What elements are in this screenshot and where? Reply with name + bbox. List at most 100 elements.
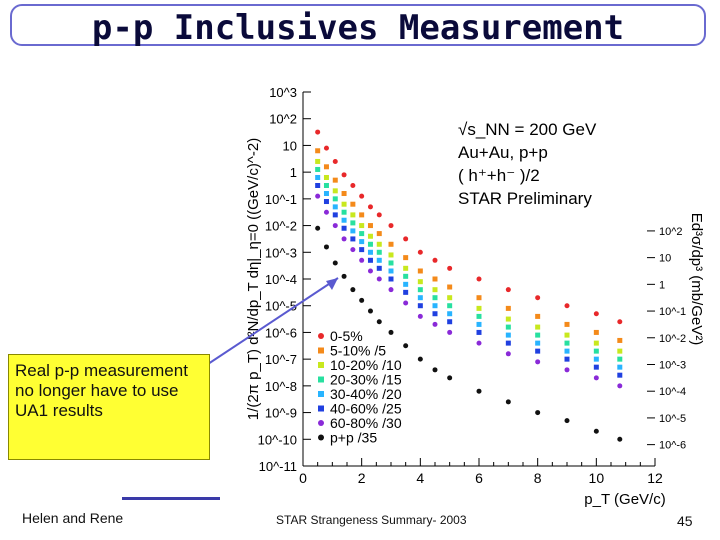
y-tick-label: 10^-11	[259, 459, 297, 474]
legend-marker	[318, 333, 324, 339]
legend-marker	[318, 362, 324, 368]
data-point	[505, 340, 511, 346]
data-point	[593, 311, 599, 317]
legend-marker	[318, 347, 324, 354]
data-point	[367, 257, 373, 263]
y-tick-label: 10^-9	[265, 406, 297, 421]
callout-box: Real p-p measurement no longer have to u…	[8, 354, 210, 460]
data-point	[350, 183, 356, 188]
data-point	[315, 158, 321, 164]
data-point	[376, 231, 382, 237]
y-tick-label: 10^3	[269, 85, 297, 100]
data-point	[476, 313, 482, 319]
data-point	[476, 388, 482, 394]
data-point	[359, 223, 365, 229]
data-point	[388, 276, 394, 282]
data-point	[359, 193, 365, 199]
legend-marker	[318, 376, 324, 383]
right-tick-label: 1	[659, 279, 665, 291]
legend-label: 60-80% /30	[330, 415, 402, 431]
data-point	[447, 319, 453, 325]
data-point	[505, 316, 511, 322]
data-point	[332, 188, 338, 194]
data-point	[350, 287, 356, 293]
data-point	[367, 249, 373, 255]
data-point	[323, 145, 329, 151]
legend-label: 30-40% /20	[330, 386, 402, 402]
data-point	[593, 348, 599, 354]
data-point	[367, 204, 373, 210]
data-point	[417, 295, 423, 301]
data-point	[593, 356, 599, 362]
data-point	[332, 260, 338, 266]
data-point	[332, 212, 338, 218]
y-axis-label: 1/(2π p_T) d²N/dp_T dη|_η=0 ((GeV/c)^-2)	[245, 138, 262, 420]
data-point	[617, 348, 623, 354]
data-point	[376, 257, 382, 263]
right-tick-label: 10^-3	[659, 359, 686, 371]
data-point	[388, 241, 394, 247]
x-tick-label: 4	[416, 470, 424, 486]
data-point	[417, 249, 423, 255]
x-tick-label: 0	[299, 470, 307, 486]
data-point	[403, 289, 409, 295]
data-point	[359, 257, 365, 263]
callout-arrowhead	[326, 278, 338, 290]
legend-marker	[318, 420, 324, 426]
annotation-line: ( h⁺+h⁻ )/2	[458, 166, 540, 185]
y-tick-label: 10^-10	[258, 432, 297, 447]
y-tick-label: 10^-3	[265, 245, 297, 260]
data-point	[447, 303, 453, 309]
author-text: Helen and Rene	[22, 510, 124, 526]
page-number: 45	[677, 513, 693, 529]
right-tick-label: 10^-1	[659, 306, 686, 318]
data-point	[323, 209, 329, 215]
data-point	[403, 343, 409, 349]
data-point	[417, 287, 423, 293]
data-point	[323, 244, 329, 250]
legend-marker	[318, 391, 324, 397]
data-point	[388, 260, 394, 266]
x-tick-label: 12	[647, 470, 663, 486]
data-point	[341, 217, 347, 223]
data-point	[403, 281, 409, 287]
x-tick-label: 8	[534, 470, 542, 486]
data-point	[535, 348, 541, 354]
right-tick-label: 10^2	[659, 226, 683, 238]
data-point	[403, 265, 409, 271]
data-point	[417, 279, 423, 285]
y-tick-label: 10^-7	[265, 352, 297, 367]
data-point	[350, 201, 356, 207]
footer-text: STAR Strangeness Summary- 2003	[276, 513, 467, 527]
legend-marker	[318, 405, 324, 412]
data-point	[341, 191, 347, 197]
data-point	[593, 364, 599, 370]
data-point	[476, 321, 482, 327]
data-point	[388, 268, 394, 274]
data-point	[332, 158, 338, 164]
data-point	[315, 183, 321, 188]
legend-label: 5-10% /5	[330, 343, 386, 359]
data-point	[535, 410, 541, 416]
data-point	[564, 303, 570, 309]
data-point	[359, 247, 365, 253]
data-point	[447, 295, 453, 301]
data-point	[376, 241, 382, 247]
right-tick-label: 10^-6	[659, 440, 686, 452]
data-point	[350, 236, 356, 242]
footer-rule	[122, 497, 220, 500]
y-tick-label: 10^-2	[265, 219, 297, 234]
data-point	[447, 375, 453, 381]
y-tick-label: 10^-1	[265, 192, 297, 207]
annotation-line: √s_NN = 200 GeV	[458, 120, 597, 139]
data-point	[447, 265, 453, 271]
data-point	[359, 239, 365, 245]
data-point	[505, 399, 511, 405]
legend-marker	[318, 434, 324, 441]
data-point	[432, 257, 438, 263]
data-point	[505, 332, 511, 338]
data-point	[403, 300, 409, 306]
data-point	[315, 225, 321, 231]
data-point	[376, 249, 382, 255]
